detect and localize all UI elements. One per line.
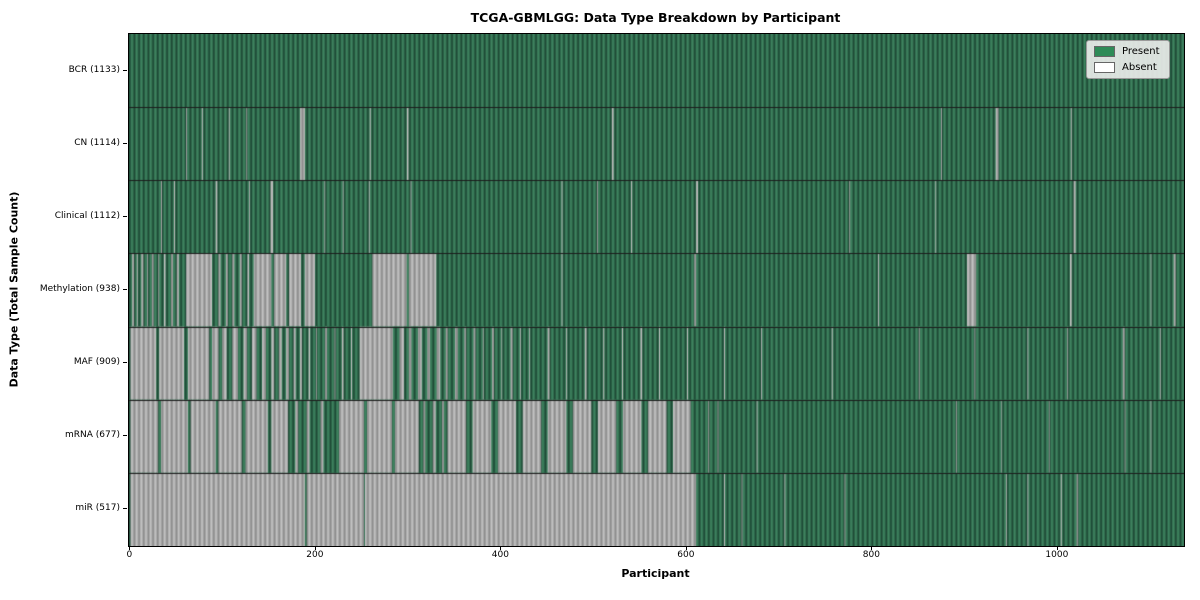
presence-matrix-canvas bbox=[129, 34, 1184, 546]
ytick-mark bbox=[123, 142, 127, 144]
xtick-label-200: 200 bbox=[306, 550, 324, 560]
ytick-label-mrna: mRNA (677) bbox=[65, 430, 120, 441]
xtick-label-0: 0 bbox=[126, 550, 133, 560]
ytick-label-maf: MAF (909) bbox=[73, 357, 120, 368]
xtick-mark bbox=[314, 546, 316, 550]
xtick-mark bbox=[871, 546, 873, 550]
xtick-mark bbox=[129, 546, 131, 550]
ytick-label-clinical: Clinical (1112) bbox=[54, 210, 120, 221]
xtick-label-400: 400 bbox=[491, 550, 509, 560]
ytick-label-cn: CN (1114) bbox=[74, 137, 120, 148]
xtick-label-1000: 1000 bbox=[1045, 550, 1069, 560]
ytick-label-methylation: Methylation (938) bbox=[39, 284, 120, 294]
xtick-mark bbox=[1056, 546, 1058, 550]
ytick-mark bbox=[123, 508, 127, 510]
plot-area bbox=[128, 33, 1185, 547]
legend-item-absent: Absent bbox=[1094, 62, 1160, 73]
xtick-mark bbox=[685, 546, 687, 550]
xtick-label-600: 600 bbox=[677, 550, 695, 560]
present-swatch bbox=[1094, 46, 1115, 57]
ytick-label-bcr: BCR (1133) bbox=[68, 64, 120, 75]
legend-label-present: Present bbox=[1122, 46, 1160, 57]
xtick-mark bbox=[500, 546, 502, 550]
ytick-mark bbox=[123, 435, 127, 437]
ytick-mark bbox=[123, 215, 127, 217]
absent-swatch bbox=[1094, 62, 1115, 73]
ytick-mark bbox=[123, 362, 127, 364]
legend-item-present: Present bbox=[1094, 46, 1160, 57]
legend: Present Absent bbox=[1086, 40, 1170, 79]
ytick-label-mir: miR (517) bbox=[75, 503, 120, 514]
ytick-mark bbox=[123, 69, 127, 71]
x-axis-label: Participant bbox=[621, 567, 690, 580]
xtick-label-800: 800 bbox=[862, 550, 880, 560]
chart-title: TCGA-GBMLGG: Data Type Breakdown by Part… bbox=[470, 10, 841, 25]
legend-label-absent: Absent bbox=[1122, 62, 1157, 73]
ytick-mark bbox=[123, 289, 127, 290]
